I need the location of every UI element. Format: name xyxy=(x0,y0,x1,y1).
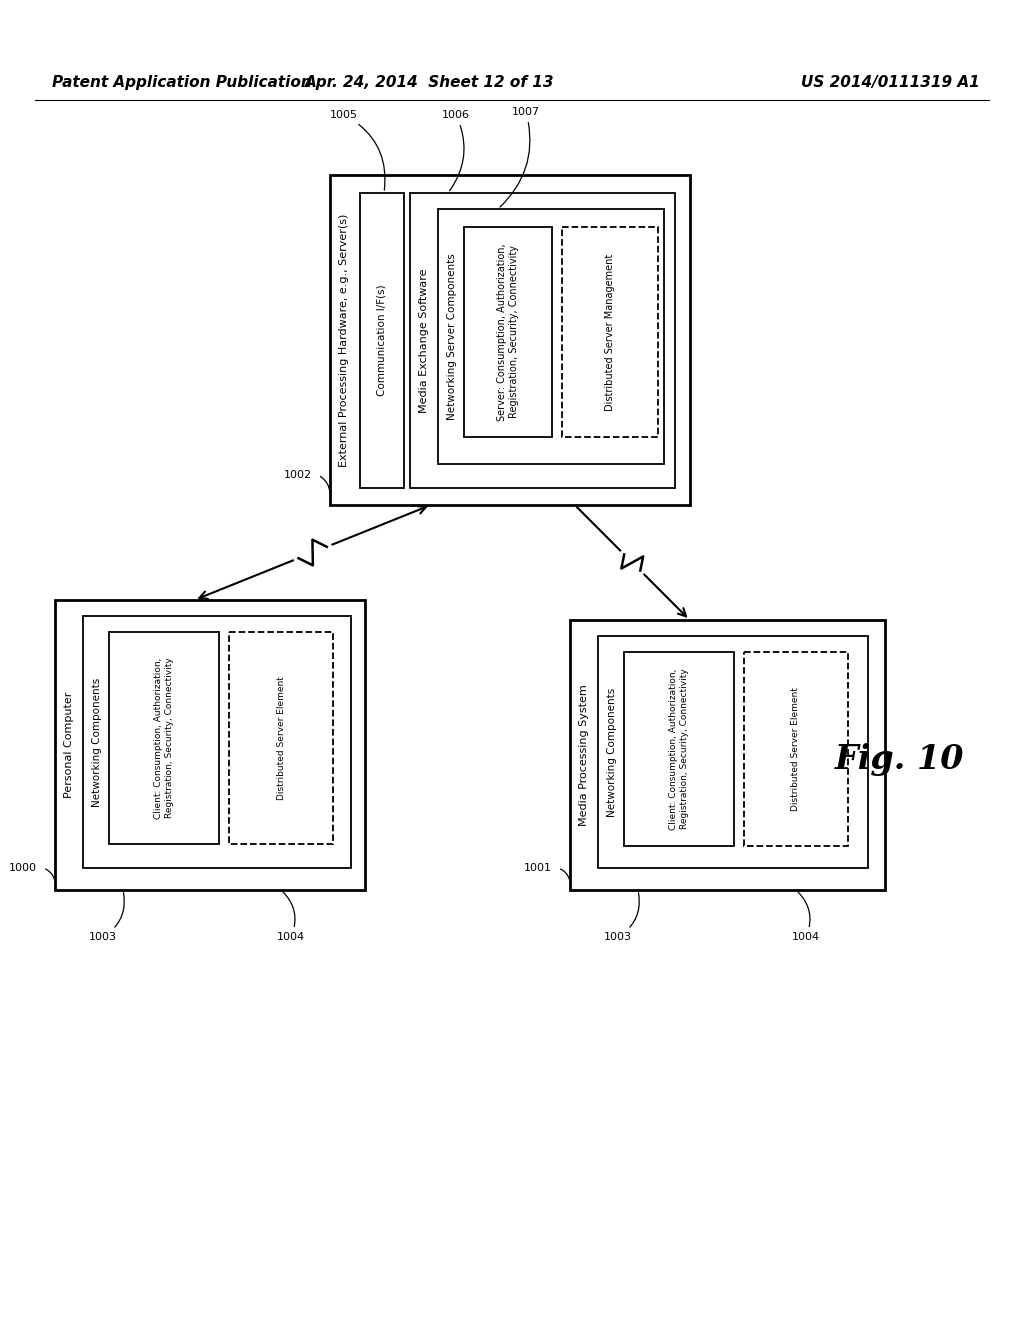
Bar xyxy=(55,601,365,890)
Bar xyxy=(229,632,333,843)
Text: 1004: 1004 xyxy=(276,892,305,942)
Text: Distributed Server Element: Distributed Server Element xyxy=(276,676,286,800)
Text: Personal Computer: Personal Computer xyxy=(63,692,74,799)
Text: Distributed Server Element: Distributed Server Element xyxy=(792,688,801,810)
Bar xyxy=(109,632,219,843)
Text: Client: Consumption, Authorization,
Registration, Security, Connectivity: Client: Consumption, Authorization, Regi… xyxy=(670,668,689,830)
Bar xyxy=(330,176,690,506)
Text: Communication I/F(s): Communication I/F(s) xyxy=(377,285,387,396)
Bar xyxy=(598,636,868,869)
Text: External Processing Hardware, e.g., Server(s): External Processing Hardware, e.g., Serv… xyxy=(339,214,349,467)
Bar xyxy=(464,227,552,437)
Text: Patent Application Publication: Patent Application Publication xyxy=(52,74,311,90)
Bar xyxy=(360,193,404,488)
Bar xyxy=(410,193,675,488)
Text: US 2014/0111319 A1: US 2014/0111319 A1 xyxy=(801,74,979,90)
Text: Apr. 24, 2014  Sheet 12 of 13: Apr. 24, 2014 Sheet 12 of 13 xyxy=(305,74,555,90)
Text: Distributed Server Management: Distributed Server Management xyxy=(605,253,615,411)
Text: Fig. 10: Fig. 10 xyxy=(836,743,965,776)
Bar xyxy=(83,616,351,869)
Text: Media Processing System: Media Processing System xyxy=(579,684,589,826)
Bar xyxy=(438,209,664,465)
Text: 1003: 1003 xyxy=(604,892,639,942)
Text: Networking Components: Networking Components xyxy=(92,677,102,807)
Text: 1007: 1007 xyxy=(500,107,540,207)
Text: 1005: 1005 xyxy=(330,110,385,190)
Text: Client: Consumption, Authorization,
Registration, Security, Connectivity: Client: Consumption, Authorization, Regi… xyxy=(155,657,174,818)
Text: Media Exchange Software: Media Exchange Software xyxy=(419,268,429,413)
Text: Networking Server Components: Networking Server Components xyxy=(447,253,457,420)
Text: 1000: 1000 xyxy=(9,863,37,873)
Text: 1004: 1004 xyxy=(792,892,820,942)
Text: Networking Components: Networking Components xyxy=(607,688,617,817)
Bar xyxy=(562,227,658,437)
Text: Server: Consumption, Authorization,
Registration, Security, Connectivity: Server: Consumption, Authorization, Regi… xyxy=(498,243,519,421)
Bar xyxy=(624,652,734,846)
Bar xyxy=(744,652,848,846)
Text: 1003: 1003 xyxy=(89,892,124,942)
Text: 1001: 1001 xyxy=(524,863,552,873)
Bar xyxy=(570,620,885,890)
Text: 1006: 1006 xyxy=(442,110,470,191)
Text: 1002: 1002 xyxy=(284,470,312,480)
